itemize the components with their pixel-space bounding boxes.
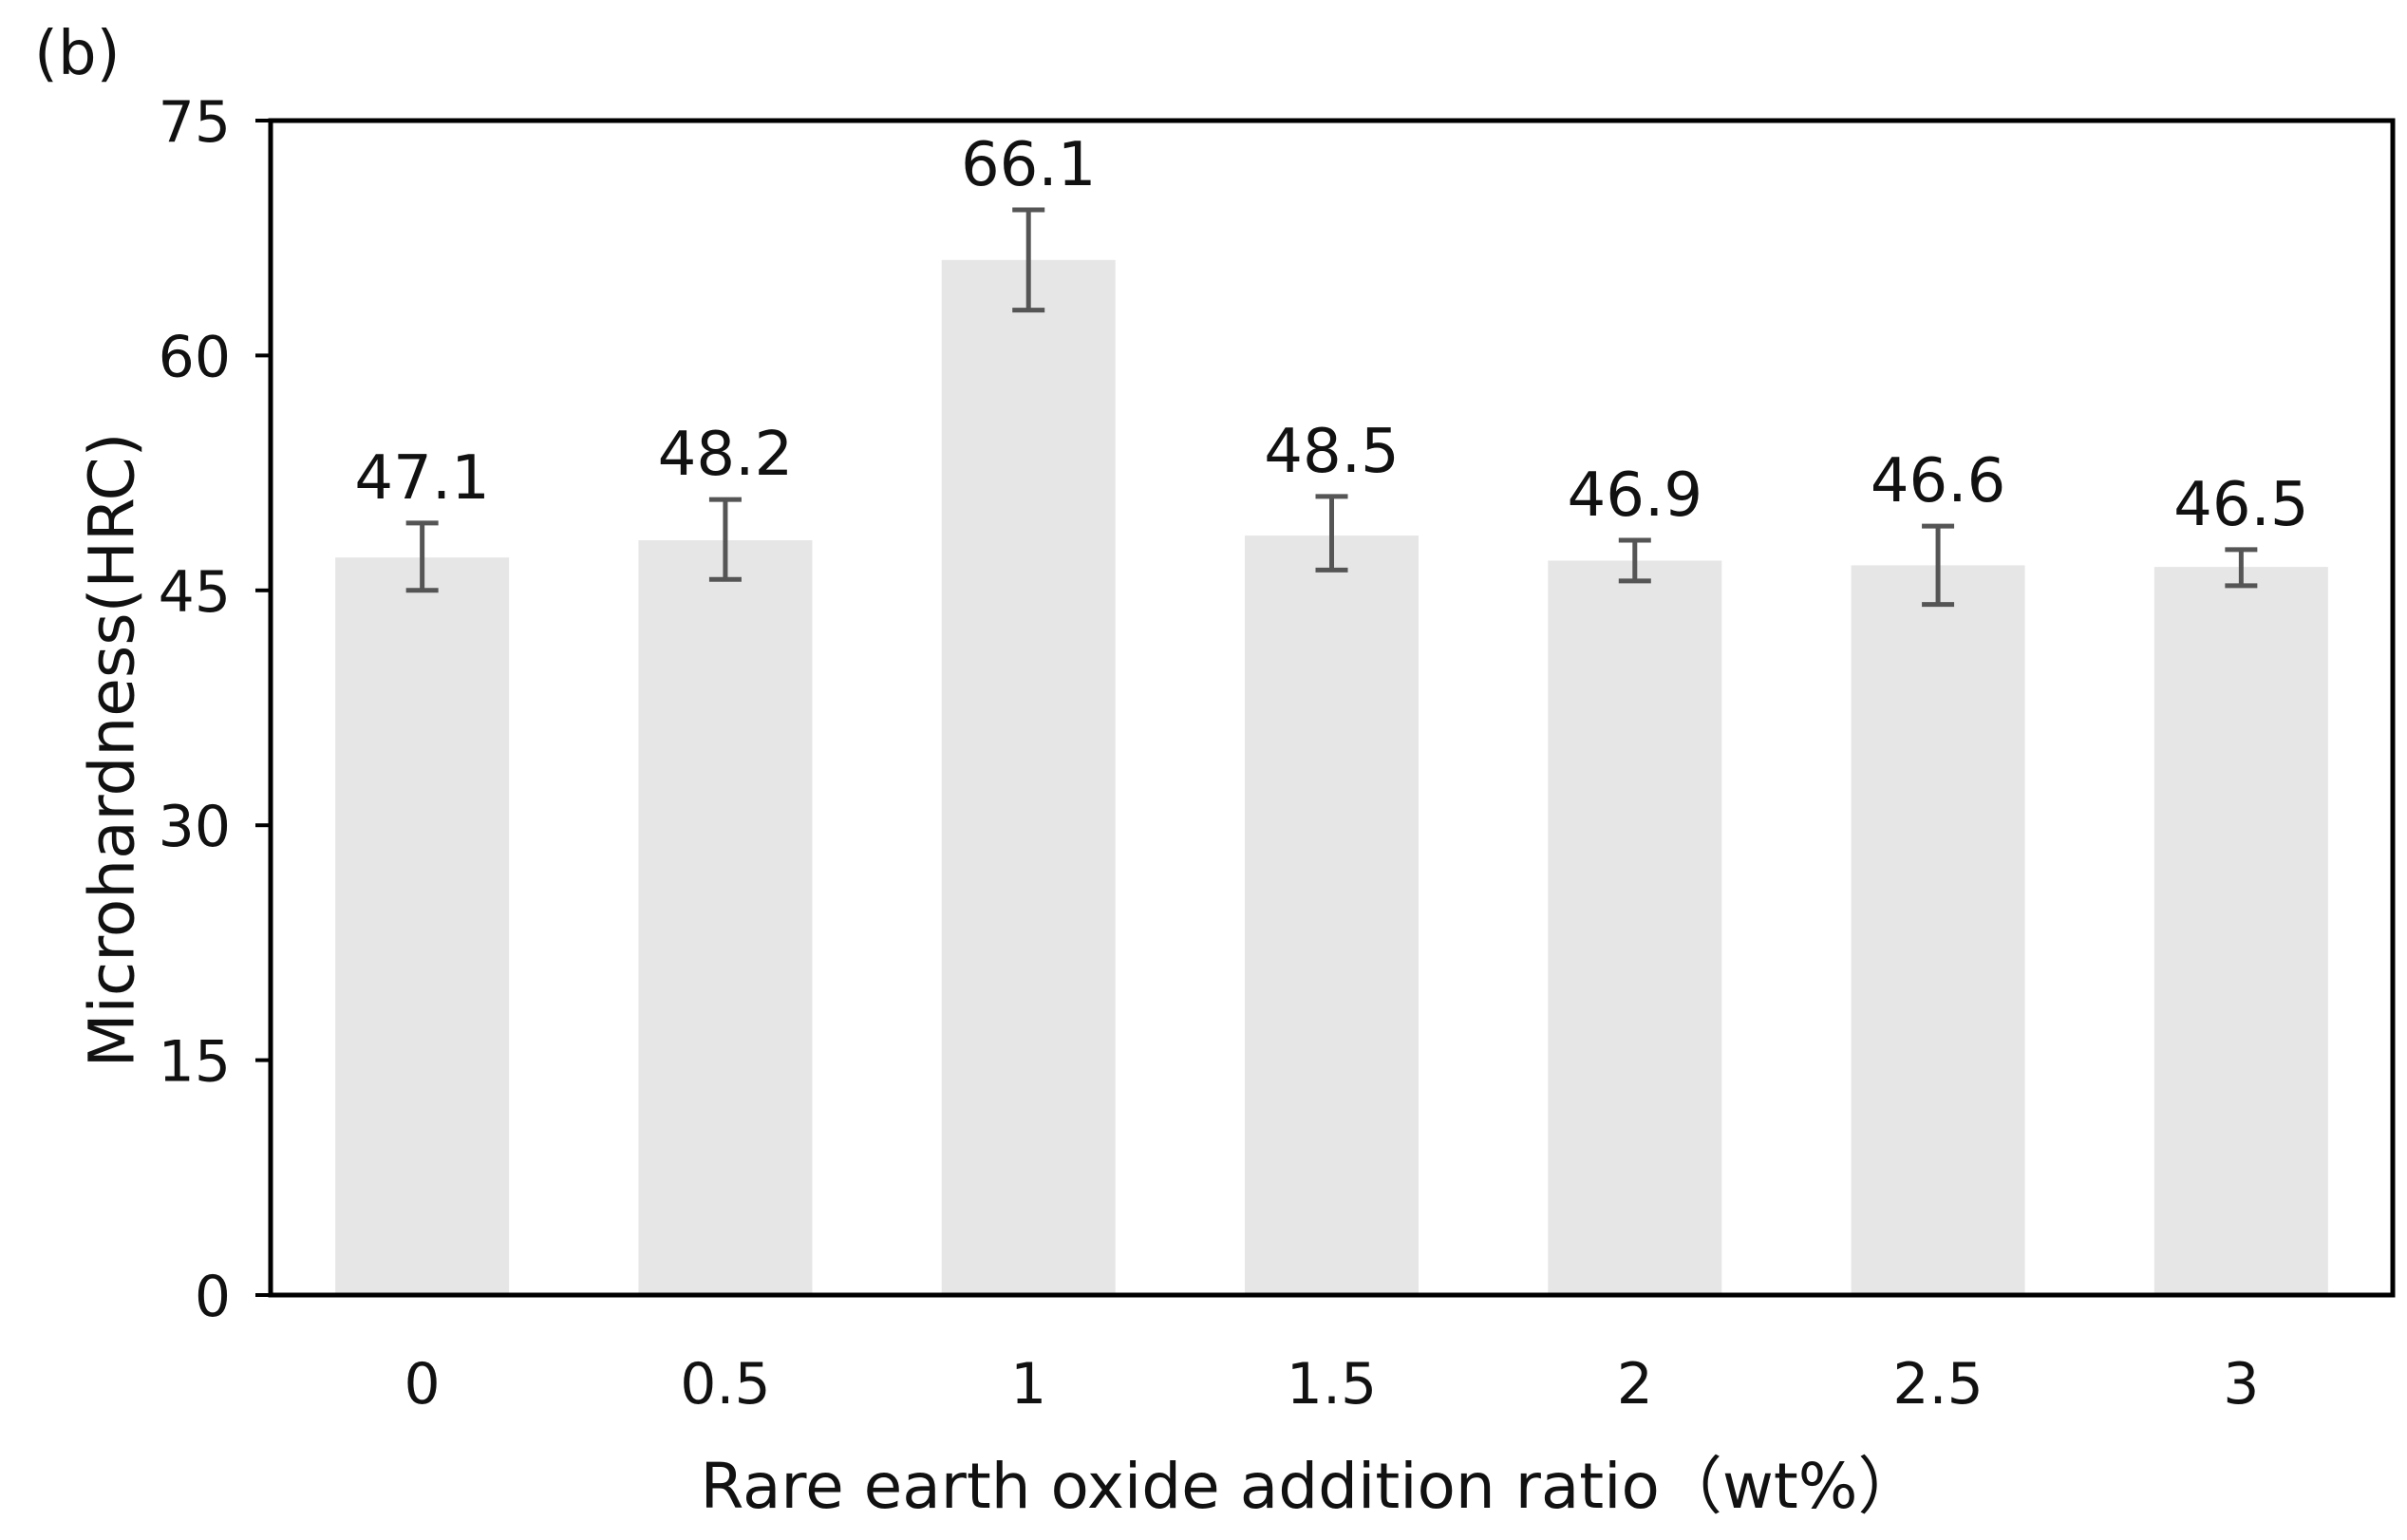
x-tick-label: 0.5 [680,1351,770,1418]
bar [1851,565,2025,1295]
data-label: 48.2 [658,420,794,490]
x-tick-label: 0 [404,1351,441,1418]
y-tick-label: 45 [159,559,231,626]
panel-label: (b) [34,19,121,89]
x-axis-title: Rare earth oxide addition ratio（wt%） [700,1450,1921,1523]
data-label: 46.6 [1871,446,2006,516]
plot-frame [268,118,2396,1298]
x-tick-label: 1.5 [1287,1351,1377,1418]
bar [2153,567,2328,1295]
x-tick-label: 2 [1617,1351,1653,1418]
y-tick-label: 75 [159,89,231,156]
x-tick-label: 3 [2223,1351,2259,1418]
y-tick-label: 30 [159,794,231,860]
bar [941,259,1116,1296]
data-label: 46.5 [2173,470,2309,540]
bar [638,540,813,1295]
y-tick-label: 60 [159,324,231,390]
data-label: 48.5 [1264,417,1400,487]
bar [1548,560,1722,1295]
bar [335,557,510,1295]
y-axis-title: Microhardness(HRC) [75,432,149,1068]
data-label: 47.1 [354,443,490,514]
y-tick-label: 0 [195,1264,231,1330]
data-label: 66.1 [961,130,1097,200]
y-tick-label: 15 [159,1029,231,1096]
data-label: 46.9 [1568,460,1703,531]
x-tick-label: 2.5 [1892,1351,1983,1418]
x-tick-label: 1 [1010,1351,1046,1418]
bar [1245,535,1419,1295]
